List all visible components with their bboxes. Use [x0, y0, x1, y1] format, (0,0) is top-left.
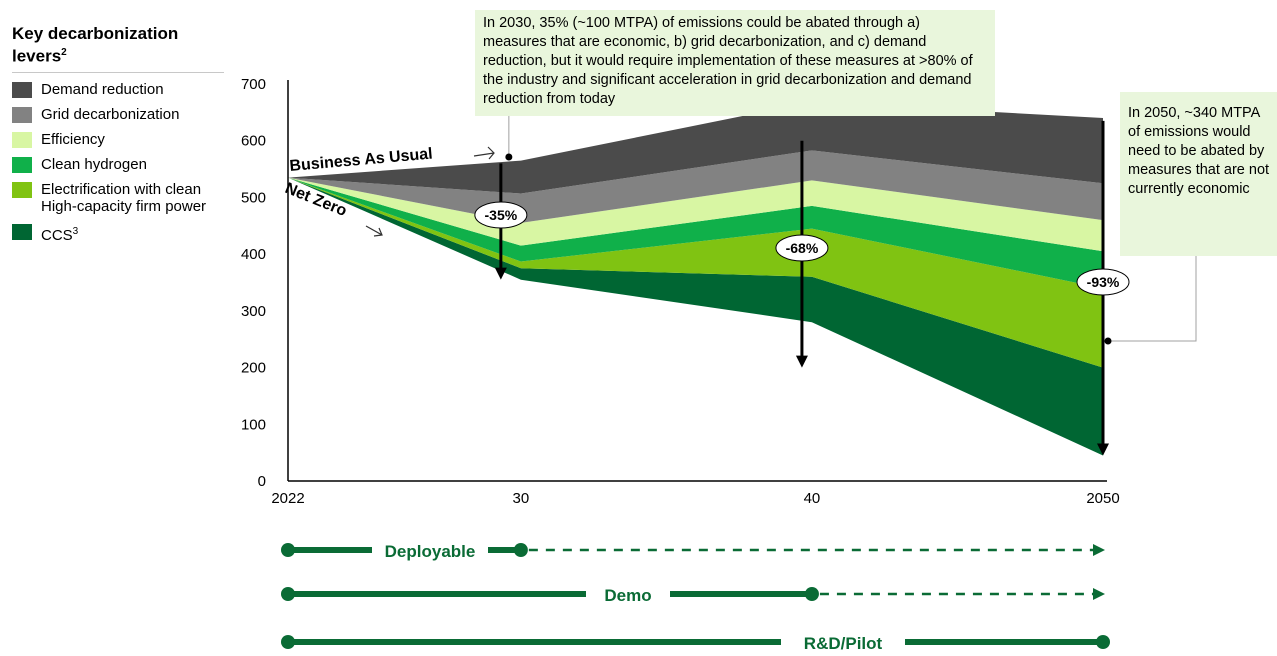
area-demand-reduction	[288, 102, 1103, 194]
timeline-end-dot	[1096, 635, 1110, 649]
legend-item: Grid decarbonization	[12, 106, 224, 123]
timeline-start-dot	[281, 635, 295, 649]
legend-label: CCS3	[41, 225, 79, 244]
legend-item: Clean hydrogen	[12, 156, 224, 173]
timeline-arrow-icon	[1093, 588, 1105, 600]
legend-swatch	[12, 131, 32, 148]
legend-label: Clean hydrogen	[41, 155, 147, 173]
reduction-label: -68%	[786, 240, 819, 256]
timeline-start-dot	[281, 587, 295, 601]
timeline-arrow-icon	[1093, 544, 1105, 556]
legend-title: Key decarbonization levers2	[12, 24, 224, 73]
reduction-label: -93%	[1087, 274, 1120, 290]
y-tick-label: 300	[241, 303, 266, 320]
timeline-label: Demo	[604, 586, 651, 605]
arrowhead-icon	[1097, 443, 1109, 456]
legend-swatch	[12, 156, 32, 173]
timeline-milestone-dot	[804, 587, 819, 601]
leader-dot-2050	[1104, 337, 1112, 345]
y-tick-label: 500	[241, 189, 266, 206]
reduction-badge	[1076, 268, 1130, 296]
timeline-start-dot	[281, 543, 295, 557]
timeline-label: Deployable	[385, 542, 476, 561]
y-tick-label: 400	[241, 246, 266, 263]
y-tick-label: 700	[241, 76, 266, 93]
axes: 0 100 200 300 400 500 600 700 2022 30 40 2050	[241, 76, 1120, 507]
net-zero-arrow-icon	[365, 225, 383, 237]
legend-label: Grid decarbonization	[41, 105, 180, 123]
legend-items: Demand reduction Grid decarbonization Effi…	[12, 81, 224, 244]
y-tick-label: 200	[241, 360, 266, 377]
legend-label: Efficiency	[41, 130, 105, 148]
x-tick-label: 30	[513, 490, 530, 507]
area-clean-hydrogen	[288, 177, 1103, 289]
timeline-label: R&D/Pilot	[804, 634, 883, 653]
leader-dot-2030	[505, 153, 513, 161]
legend-label: Demand reduction	[41, 80, 164, 98]
callout-2030: In 2030, 35% (~100 MTPA) of emissions co…	[475, 10, 995, 116]
reduction-label: -35%	[485, 207, 518, 223]
leader-line-2050	[1108, 256, 1197, 342]
arrowhead-icon	[494, 267, 507, 280]
legend-item: Efficiency	[12, 131, 224, 148]
legend-swatch	[12, 106, 32, 123]
y-tick-label: 100	[241, 416, 266, 433]
legend-item: CCS3	[12, 223, 224, 244]
y-tick-label: 0	[258, 473, 266, 490]
legend-swatch	[12, 181, 32, 198]
x-tick-label: 2022	[271, 490, 304, 507]
x-tick-label: 2050	[1086, 490, 1119, 507]
legend-swatch	[12, 223, 32, 240]
area-electrification-with-clean-high-capacity-firm-power	[288, 177, 1103, 368]
area-efficiency	[288, 177, 1103, 252]
legend-label: Electrification with clean High-capacity…	[41, 180, 207, 215]
legend-item: Demand reduction	[12, 81, 224, 98]
timeline-milestone-dot	[513, 543, 528, 557]
x-tick-label: 40	[804, 490, 821, 507]
legend-item: Electrification with clean High-capacity…	[12, 181, 224, 215]
callout-2050: In 2050, ~340 MTPA of emissions would ne…	[1120, 92, 1277, 256]
legend-swatch	[12, 81, 32, 98]
y-tick-label: 600	[241, 133, 266, 150]
reduction-badge	[474, 201, 528, 229]
timeline: Deployable Demo R&D/Pilot	[281, 542, 1110, 653]
bau-arrow-icon	[473, 146, 495, 160]
arrowhead-icon	[795, 355, 808, 368]
legend: Key decarbonization levers2 Demand reduc…	[12, 24, 224, 244]
reduction-badge	[775, 234, 829, 262]
